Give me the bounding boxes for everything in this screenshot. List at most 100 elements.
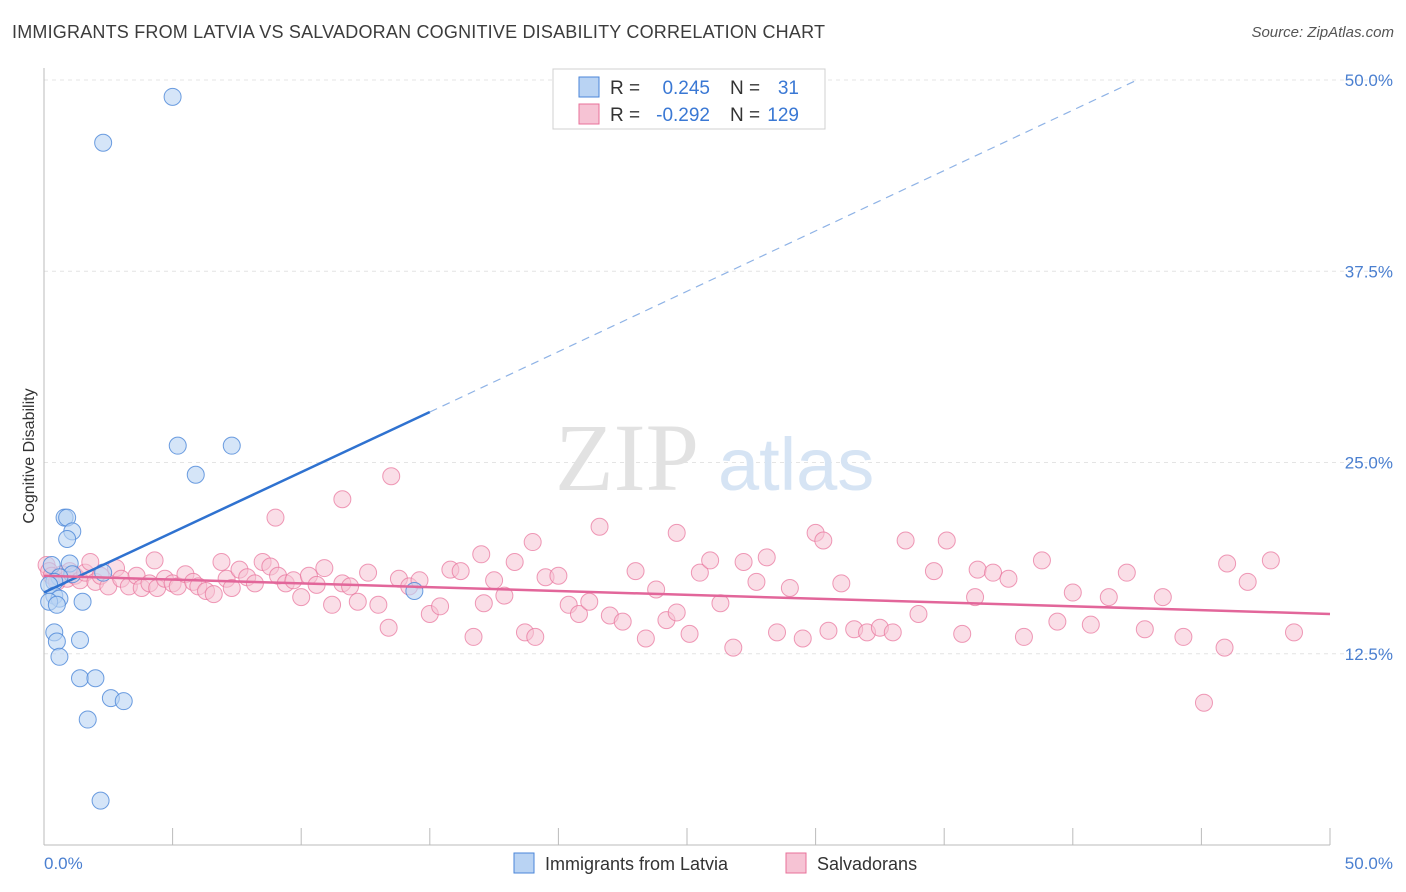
salvadorans-point-126 [814, 531, 833, 550]
x-tick-labels: 0.0% 50.0% [44, 854, 1393, 873]
salvadorans-point-30 [212, 552, 231, 571]
salvadorans-point-49 [359, 563, 378, 582]
salvadorans-point-92 [832, 574, 851, 593]
salvadorans-point-79 [680, 624, 699, 643]
salvadorans-point-84 [734, 552, 753, 571]
salvadorans-point-60 [474, 594, 493, 613]
salvadorans-point-78 [667, 603, 686, 622]
legend-swatch-salvadorans [578, 103, 600, 125]
latvia-point-8 [58, 530, 77, 548]
salvadorans-point-121 [333, 490, 352, 509]
gridlines [44, 79, 1392, 655]
salvadorans-point-100 [937, 531, 956, 550]
x-tick-label-1: 50.0% [1345, 854, 1393, 873]
legend-r-label-1: R = [610, 78, 640, 99]
salvadorans-point-21 [145, 551, 164, 570]
watermark: ZIP atlas [555, 404, 874, 511]
salvadorans-point-75 [636, 629, 655, 648]
salvadorans-point-41 [292, 588, 311, 607]
salvadorans-point-59 [464, 627, 483, 646]
salvadorans-trend-line [43, 574, 1331, 616]
salvadorans-point-67 [549, 566, 568, 585]
salvadorans-point-124 [523, 533, 542, 552]
series-legend-label-latvia: Immigrants from Latvia [545, 854, 729, 874]
latvia-points [40, 87, 424, 810]
latvia-point-1 [94, 133, 113, 152]
salvadorans-point-44 [315, 559, 334, 578]
salvadorans-point-70 [580, 592, 599, 611]
latvia-point-28 [114, 692, 133, 711]
salvadorans-point-118 [1261, 551, 1280, 570]
salvadorans-point-56 [431, 597, 450, 616]
salvadorans-point-115 [1194, 693, 1213, 712]
x-tick-label-0: 0.0% [44, 854, 83, 873]
latvia-point-24 [50, 647, 69, 666]
salvadorans-point-73 [613, 612, 632, 631]
salvadorans-point-120 [266, 508, 285, 527]
series-legend-label-salvadorans: Salvadorans [817, 854, 917, 874]
legend-r-label-2: R = [610, 105, 640, 126]
latvia-point-29 [78, 710, 97, 729]
y-tick-label-1: 25.0% [1345, 454, 1393, 473]
salvadorans-point-96 [883, 623, 902, 642]
salvadorans-point-102 [968, 560, 987, 579]
salvadorans-point-123 [472, 545, 491, 564]
salvadorans-point-116 [1215, 638, 1234, 657]
y-tick-label-3: 50.0% [1345, 71, 1393, 90]
legend-r-value-2: -0.292 [656, 105, 710, 126]
salvadorans-point-111 [1117, 563, 1136, 582]
latvia-point-20 [73, 592, 92, 611]
series-legend: Immigrants from Latvia Salvadorans [513, 852, 917, 874]
salvadorans-point-122 [382, 467, 401, 486]
salvadorans-point-101 [953, 624, 972, 643]
salvadorans-point-85 [747, 572, 766, 591]
latvia-point-31 [405, 582, 424, 601]
salvadorans-point-107 [1048, 612, 1067, 631]
salvadorans-point-45 [323, 595, 342, 614]
salvadorans-point-32 [222, 578, 241, 597]
salvadorans-point-103 [984, 563, 1003, 582]
salvadorans-point-114 [1174, 627, 1193, 646]
salvadorans-point-65 [526, 627, 545, 646]
salvadorans-point-87 [768, 623, 787, 642]
chart-title: IMMIGRANTS FROM LATVIA VS SALVADORAN COG… [12, 22, 826, 42]
series-legend-swatch-latvia [513, 852, 535, 874]
latvia-point-3 [222, 436, 241, 455]
salvadorans-point-113 [1153, 588, 1172, 607]
series-legend-swatch-salvadorans [785, 852, 807, 874]
salvadorans-point-104 [999, 569, 1018, 588]
legend-n-value-2: 129 [767, 105, 799, 126]
salvadorans-point-62 [495, 586, 514, 605]
latvia-point-25 [71, 669, 90, 688]
latvia-trend-line [43, 410, 431, 594]
legend-n-label-1: N = [730, 78, 760, 99]
salvadorans-point-61 [485, 571, 504, 590]
salvadorans-point-58 [451, 562, 470, 581]
salvadorans-point-69 [569, 604, 588, 623]
latvia-trend-extension [429, 79, 1138, 413]
y-axis-title: Cognitive Disability [21, 388, 38, 523]
latvia-point-0 [163, 87, 182, 106]
latvia-point-26 [86, 669, 105, 688]
watermark-atlas: atlas [718, 423, 874, 506]
salvadorans-point-88 [780, 578, 799, 597]
trend-lines [43, 79, 1331, 616]
axes [43, 68, 1331, 846]
salvadorans-point-112 [1135, 620, 1154, 639]
salvadorans-point-127 [966, 588, 985, 607]
salvadorans-point-108 [1063, 583, 1082, 602]
latvia-point-22 [47, 632, 66, 651]
salvadorans-point-74 [626, 562, 645, 581]
salvadorans-point-81 [701, 551, 720, 570]
chart-source: Source: ZipAtlas.com [1251, 24, 1394, 41]
salvadorans-point-48 [348, 592, 367, 611]
salvadorans-point-50 [369, 595, 388, 614]
salvadorans-point-71 [590, 517, 609, 536]
salvadorans-point-82 [711, 594, 730, 613]
salvadorans-point-99 [924, 562, 943, 581]
salvadorans-point-110 [1099, 588, 1118, 607]
salvadorans-point-117 [1238, 572, 1257, 591]
salvadorans-point-105 [1014, 627, 1033, 646]
salvadorans-point-51 [379, 618, 398, 637]
